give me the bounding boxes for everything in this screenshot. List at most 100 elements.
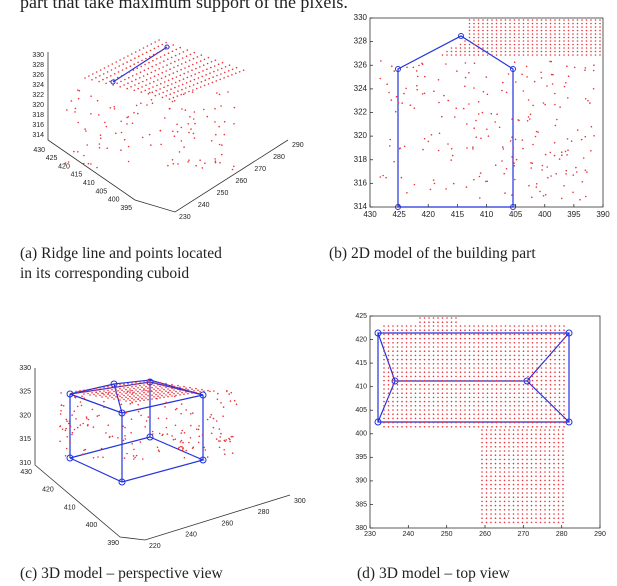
point <box>71 414 73 416</box>
point <box>491 384 493 386</box>
point <box>111 63 114 65</box>
point <box>562 441 564 444</box>
point <box>536 54 538 56</box>
point <box>89 394 91 396</box>
point <box>599 19 601 21</box>
point <box>509 47 511 49</box>
point <box>563 358 565 361</box>
point <box>472 146 474 148</box>
point <box>62 405 65 407</box>
point <box>123 398 125 401</box>
point <box>499 513 501 515</box>
point <box>150 144 152 146</box>
point <box>536 392 538 395</box>
point <box>432 384 435 386</box>
point <box>527 33 529 35</box>
point <box>521 450 524 452</box>
point <box>535 437 537 440</box>
point <box>509 333 511 336</box>
point <box>473 350 475 353</box>
point <box>535 429 537 431</box>
point <box>387 350 390 353</box>
point <box>135 104 138 107</box>
point <box>562 458 564 461</box>
point <box>141 394 143 396</box>
point <box>134 57 136 59</box>
point <box>432 409 435 411</box>
point <box>549 379 552 382</box>
point <box>527 379 529 382</box>
point <box>599 40 601 42</box>
point <box>437 363 439 365</box>
point <box>499 517 501 519</box>
point <box>401 392 403 395</box>
point <box>473 388 475 390</box>
point <box>218 446 221 449</box>
point <box>486 354 489 357</box>
point <box>486 19 489 21</box>
point <box>512 509 515 511</box>
point <box>490 441 492 444</box>
point <box>410 325 412 327</box>
point <box>167 52 170 54</box>
point <box>414 384 417 386</box>
point <box>179 74 182 77</box>
point <box>441 409 444 411</box>
point <box>540 346 543 348</box>
point <box>495 346 498 348</box>
point <box>96 166 98 169</box>
point <box>99 390 101 393</box>
point <box>383 329 385 332</box>
point <box>521 446 524 448</box>
point <box>455 396 457 399</box>
point <box>491 358 493 361</box>
point <box>490 446 492 448</box>
point <box>544 479 546 482</box>
point <box>129 395 131 398</box>
point <box>416 85 418 87</box>
point <box>562 429 564 431</box>
point <box>558 367 561 369</box>
point <box>66 420 68 423</box>
point <box>76 405 79 408</box>
point <box>500 50 502 53</box>
point <box>464 85 466 88</box>
point <box>109 107 112 109</box>
point <box>446 50 448 53</box>
point <box>504 417 507 420</box>
point <box>464 354 466 357</box>
point <box>201 388 203 391</box>
point <box>527 409 529 411</box>
point <box>554 342 556 344</box>
point <box>392 426 394 428</box>
point <box>491 36 493 39</box>
point <box>136 67 139 69</box>
point <box>544 450 546 452</box>
point <box>500 396 502 399</box>
point <box>499 509 501 511</box>
point <box>518 33 520 35</box>
point <box>401 333 403 336</box>
point <box>185 387 187 390</box>
point <box>563 337 565 340</box>
point <box>576 22 579 25</box>
point <box>481 509 483 511</box>
point <box>531 54 534 56</box>
point <box>383 346 385 348</box>
point <box>462 107 465 110</box>
point <box>513 337 516 340</box>
point <box>495 400 498 403</box>
point <box>115 132 117 135</box>
point <box>419 367 421 369</box>
point <box>464 400 466 403</box>
point <box>477 396 480 399</box>
point <box>158 93 161 95</box>
point <box>180 68 182 71</box>
point <box>149 389 151 391</box>
point <box>515 81 517 83</box>
point <box>428 421 430 424</box>
point <box>576 29 579 32</box>
point <box>517 433 519 436</box>
point <box>77 392 79 394</box>
